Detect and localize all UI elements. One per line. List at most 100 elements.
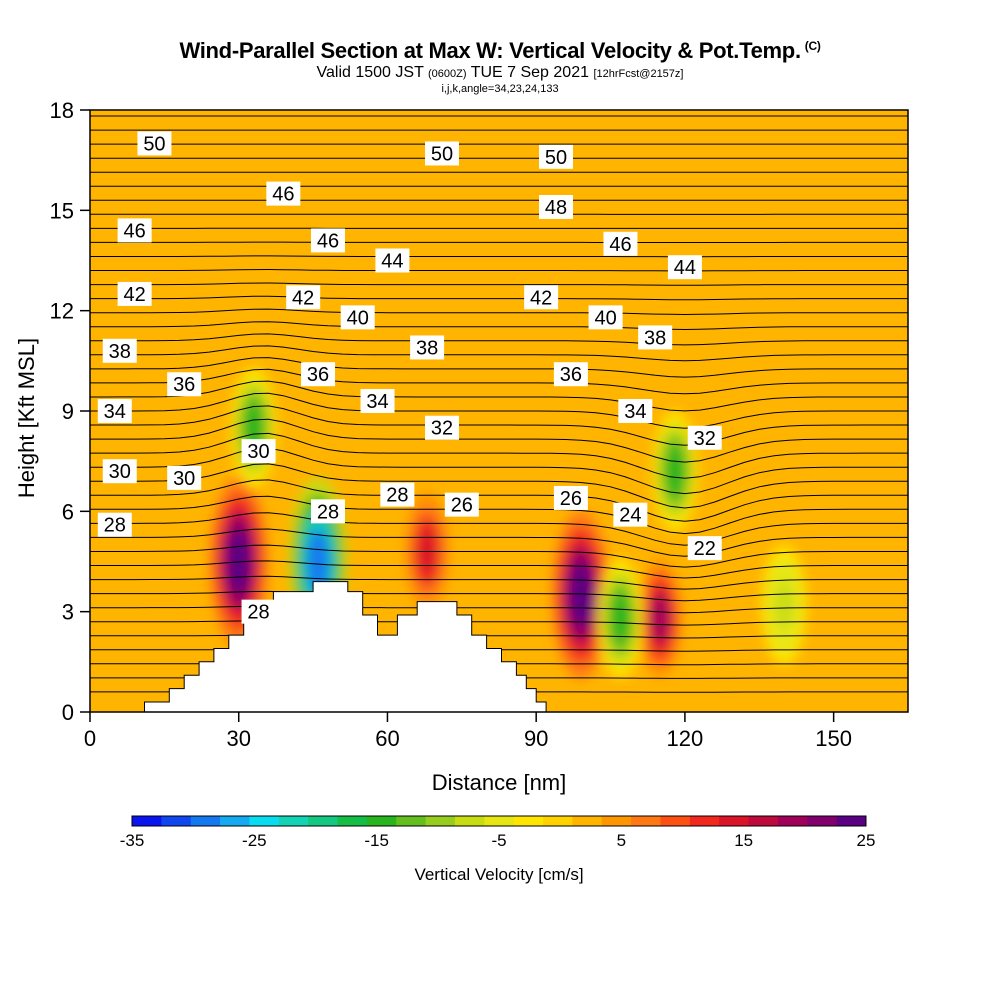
theta-label: 32 <box>687 425 722 450</box>
colorbar-swatch <box>836 816 867 826</box>
theta-label-box <box>102 459 137 484</box>
theta-label-box <box>618 399 653 423</box>
theta-label-box <box>444 492 479 517</box>
chart-title: Wind-Parallel Section at Max W: Vertical… <box>0 38 1000 64</box>
theta-contour-line <box>90 321 908 331</box>
theta-label-text: 28 <box>247 602 269 624</box>
theta-contour-line <box>90 590 908 602</box>
theta-label-text: 50 <box>545 147 567 169</box>
theta-label-text: 34 <box>624 401 646 423</box>
colorbar-tick-label: 5 <box>617 831 626 850</box>
theta-label-text: 30 <box>247 441 269 463</box>
colorbar-swatch <box>777 816 808 826</box>
theta-label-box <box>539 144 574 169</box>
theta-label: 24 <box>613 502 648 527</box>
theta-label: 50 <box>539 144 574 169</box>
theta-contour-line <box>90 560 908 579</box>
theta-label-text: 28 <box>104 515 126 537</box>
theta-label-box <box>667 255 702 280</box>
theta-label-text: 42 <box>123 284 145 306</box>
theta-label: 44 <box>375 248 410 273</box>
theta-contour-line <box>90 255 908 258</box>
colorbar-swatch <box>660 816 691 826</box>
theta-label-box <box>424 141 459 166</box>
theta-label-text: 46 <box>317 230 339 252</box>
theta-label-text: 40 <box>594 307 616 329</box>
colorbar-swatch <box>190 816 221 826</box>
colorbar-swatch <box>454 816 485 826</box>
theta-label-box <box>301 362 336 387</box>
velocity-cell <box>666 447 684 496</box>
theta-label-box <box>97 512 132 537</box>
theta-label-text: 46 <box>609 234 631 256</box>
theta-label-text: 34 <box>104 401 126 423</box>
theta-label-text: 36 <box>560 364 582 386</box>
theta-label-box <box>167 465 202 490</box>
colorbar-swatch <box>543 816 573 826</box>
theta-label: 32 <box>424 415 459 440</box>
theta-contour-line <box>90 575 908 590</box>
theta-label: 46 <box>266 181 301 206</box>
theta-contour-line <box>90 495 908 535</box>
velocity-cell <box>611 594 630 643</box>
velocity-cell <box>775 580 794 629</box>
theta-label-box <box>603 231 638 256</box>
theta-contour-line <box>90 268 908 272</box>
velocity-cell <box>569 561 593 629</box>
velocity-cell <box>651 594 670 643</box>
colorbar-swatch <box>601 816 632 826</box>
theta-label-box <box>340 305 375 330</box>
theta-label-box <box>241 439 276 464</box>
theta-label-box <box>524 285 559 310</box>
theta-label-text: 38 <box>416 337 438 359</box>
valid-prefix: Valid 1500 JST <box>316 64 424 81</box>
theta-contour-line <box>90 528 908 557</box>
theta-label-text: 50 <box>431 143 453 165</box>
theta-contours <box>90 115 908 693</box>
theta-contour-line <box>90 418 908 463</box>
theta-label: 34 <box>360 388 395 413</box>
theta-contour-line <box>90 308 908 316</box>
theta-label-text: 26 <box>451 495 473 517</box>
theta-label: 38 <box>638 325 673 350</box>
theta-label-box <box>360 388 395 413</box>
forecast-info: [12hrFcst@2157z] <box>593 68 684 80</box>
x-tick-label: 0 <box>84 726 96 751</box>
title-block: Wind-Parallel Section at Max W: Vertical… <box>0 38 1000 95</box>
colorbar-swatch <box>748 816 779 826</box>
theta-label: 42 <box>117 281 152 306</box>
valid-date: TUE 7 Sep 2021 <box>470 64 589 81</box>
colorbar-swatch <box>220 816 250 826</box>
theta-label: 30 <box>241 439 276 464</box>
colorbar-swatch <box>249 816 280 826</box>
theta-label: 40 <box>340 305 375 330</box>
theta-contour-line <box>90 345 908 362</box>
colorbar-swatch <box>513 816 544 826</box>
colorbar-swatch <box>278 816 309 826</box>
theta-contour-line <box>90 392 908 429</box>
theta-contour-line <box>90 544 908 568</box>
theta-label-text: 26 <box>560 488 582 510</box>
x-tick-label: 90 <box>524 726 548 751</box>
theta-label: 38 <box>410 335 445 360</box>
colorbar-tick-label: -25 <box>242 831 267 850</box>
theta-label: 30 <box>102 459 137 484</box>
theta-label-text: 30 <box>173 468 195 490</box>
colorbar: -35 -25 -15 -5 5 15 25 <box>120 815 875 850</box>
theta-label-box <box>167 372 202 397</box>
theta-label-text: 50 <box>143 133 165 155</box>
theta-label: 28 <box>310 499 345 524</box>
theta-label: 22 <box>687 536 722 561</box>
theta-contour-line <box>90 282 908 286</box>
terrain-shape <box>144 581 547 713</box>
colorbar-swatch <box>689 816 720 826</box>
theta-label-box <box>553 485 588 510</box>
valid-time-line: Valid 1500 JST (0600Z) TUE 7 Sep 2021 [1… <box>0 64 1000 83</box>
theta-label: 44 <box>667 255 702 280</box>
colorbar-frame <box>131 815 867 827</box>
theta-label: 34 <box>618 399 653 423</box>
y-tick-label: 0 <box>62 700 74 725</box>
colorbar-swatch <box>366 816 397 826</box>
